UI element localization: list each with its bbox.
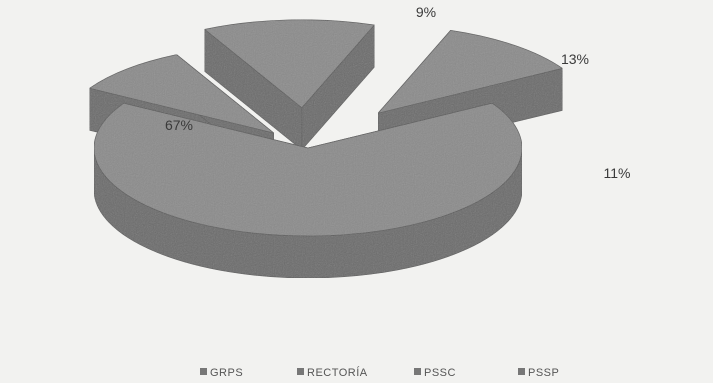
data-label-grps: 67% (165, 117, 193, 133)
legend-item-grps: GRPS (200, 367, 243, 379)
slice-top-pssp (377, 30, 563, 114)
data-label-rectoría: 9% (416, 4, 436, 20)
slice-top-rectoría (89, 54, 275, 134)
legend-item-rectoría: RECTORÍA (297, 366, 368, 379)
legend-marker-grps (200, 368, 207, 375)
slices-layer (89, 19, 563, 279)
legend-label-grps: GRPS (210, 367, 243, 379)
slice-pssc (204, 19, 375, 151)
legend-label-rectoría: RECTORÍA (307, 366, 368, 379)
legend: GRPS RECTORÍA PSSC PSSP (200, 366, 559, 379)
slice-grps (93, 102, 523, 279)
slice-top-grps (93, 102, 523, 237)
legend-marker-pssc (414, 368, 421, 375)
data-labels-layer: 67% 9% 13% 11% (165, 4, 631, 181)
data-label-pssp: 11% (604, 165, 631, 181)
legend-label-pssp: PSSP (528, 367, 559, 379)
legend-item-pssp: PSSP (518, 367, 559, 379)
legend-label-pssc: PSSC (424, 367, 456, 379)
legend-item-pssc: PSSC (414, 367, 456, 379)
legend-marker-rectoría (297, 368, 304, 375)
data-label-pssc: 13% (561, 51, 589, 67)
slice-top-pssc (204, 19, 375, 109)
legend-marker-pssp (518, 368, 525, 375)
